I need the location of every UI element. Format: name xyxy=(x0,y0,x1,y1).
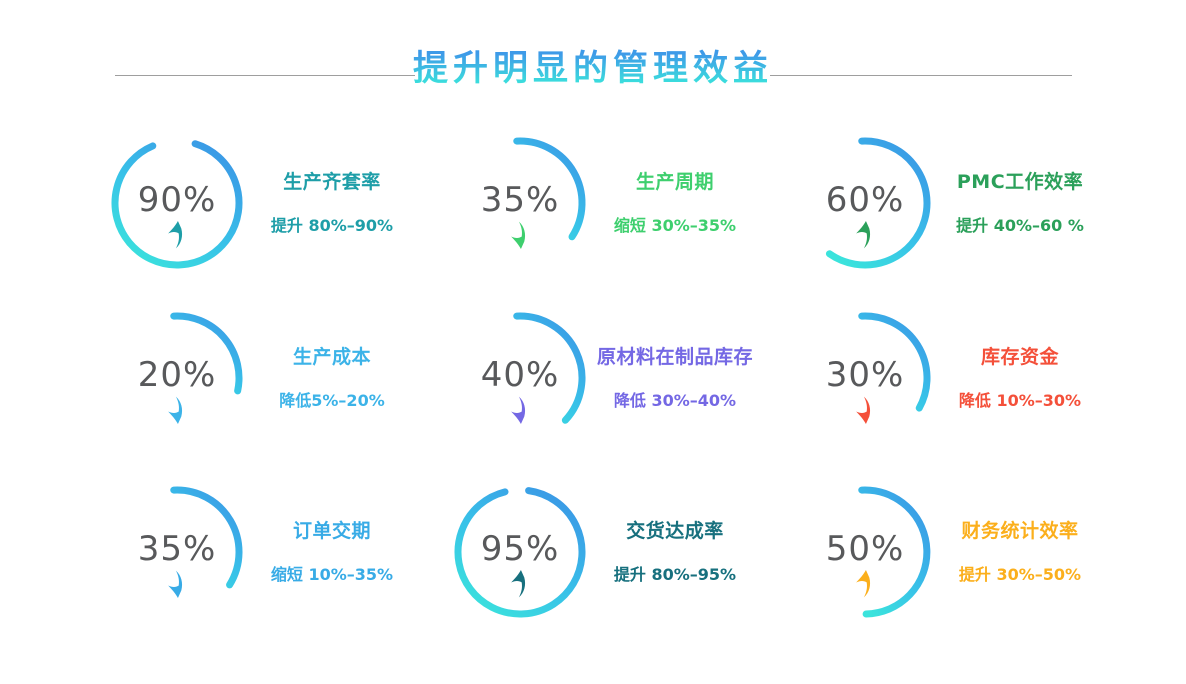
metric-change-label: 提升 30%–50% xyxy=(958,565,1082,584)
metric-change-label: 提升 80%–90% xyxy=(270,216,394,235)
gauge-arc xyxy=(858,312,931,412)
gauge-text-block: 生产成本 降低5%–20% xyxy=(247,308,417,448)
metric-gauge-item: 20% 生产成本 降低5%–20% xyxy=(107,308,437,448)
metric-label: 生产成本 xyxy=(292,346,371,368)
gauge-percent-value: 95% xyxy=(480,529,560,569)
gauge-percent-value: 20% xyxy=(137,355,217,395)
metric-gauge-item: 95% 交货达成率 提升 80%–95% xyxy=(450,482,780,622)
metric-change-label: 缩短 30%–35% xyxy=(613,216,737,235)
metric-label: 生产齐套率 xyxy=(283,171,381,193)
gauge-text-block: 生产齐套率 提升 80%–90% xyxy=(247,133,417,273)
trend-up-arrow-icon xyxy=(856,570,871,598)
metric-gauge-item: 35% 订单交期 缩短 10%–35% xyxy=(107,482,437,622)
gauge-ring-chart: 40% xyxy=(450,308,590,448)
metric-gauge-item: 30% 库存资金 降低 10%–30% xyxy=(795,308,1125,448)
gauge-percent-value: 35% xyxy=(480,180,560,220)
gauge-arc xyxy=(513,137,586,241)
metric-label: 原材料在制品库存 xyxy=(596,346,753,368)
gauge-text-block: PMC工作效率 提升 40%–60 % xyxy=(935,133,1105,273)
gauge-percent-value: 40% xyxy=(480,355,560,395)
gauge-percent-value: 35% xyxy=(137,529,217,569)
gauge-ring-chart: 50% xyxy=(795,482,935,622)
trend-down-arrow-icon xyxy=(511,221,526,249)
metric-label: 订单交期 xyxy=(292,520,371,542)
metric-change-label: 提升 80%–95% xyxy=(613,565,737,584)
metric-change-label: 降低 30%–40% xyxy=(613,391,737,410)
gauge-text-block: 财务统计效率 提升 30%–50% xyxy=(935,482,1105,622)
gauge-ring-chart: 35% xyxy=(107,482,247,622)
metric-gauge-item: 40% 原材料在制品库存 降低 30%–40% xyxy=(450,308,780,448)
trend-up-arrow-icon xyxy=(856,221,871,249)
gauge-ring-chart: 35% xyxy=(450,133,590,273)
trend-down-arrow-icon xyxy=(856,396,871,424)
metric-gauge-item: 50% 财务统计效率 提升 30%–50% xyxy=(795,482,1125,622)
gauge-ring-chart: 30% xyxy=(795,308,935,448)
gauge-arc xyxy=(454,487,586,618)
metric-gauge-item: 60% PMC工作效率 提升 40%–60 % xyxy=(795,133,1125,273)
metric-change-label: 缩短 10%–35% xyxy=(270,565,394,584)
gauge-text-block: 交货达成率 提升 80%–95% xyxy=(590,482,760,622)
metric-gauge-item: 35% 生产周期 缩短 30%–35% xyxy=(450,133,780,273)
title-divider-left xyxy=(115,75,415,76)
gauge-text-block: 生产周期 缩短 30%–35% xyxy=(590,133,760,273)
gauge-arc xyxy=(170,312,243,395)
gauge-arc xyxy=(825,137,931,269)
gauge-text-block: 库存资金 降低 10%–30% xyxy=(935,308,1105,448)
gauge-arc xyxy=(513,312,586,424)
gauge-ring-chart: 20% xyxy=(107,308,247,448)
gauge-text-block: 原材料在制品库存 降低 30%–40% xyxy=(590,308,760,448)
metric-change-label: 降低 10%–30% xyxy=(958,391,1082,410)
trend-up-arrow-icon xyxy=(168,221,183,249)
gauge-arc xyxy=(111,140,243,269)
trend-up-arrow-icon xyxy=(511,570,526,598)
metric-change-label: 提升 40%–60 % xyxy=(956,216,1084,235)
metric-change-label: 降低5%–20% xyxy=(279,391,385,410)
metric-label: 库存资金 xyxy=(980,346,1059,368)
gauge-ring-chart: 90% xyxy=(107,133,247,273)
metric-label: PMC工作效率 xyxy=(956,171,1084,193)
gauge-text-block: 订单交期 缩短 10%–35% xyxy=(247,482,417,622)
trend-down-arrow-icon xyxy=(511,396,526,424)
page-title: 提升明显的管理效益 xyxy=(0,49,1186,89)
gauge-arc xyxy=(170,486,243,589)
metric-label: 财务统计效率 xyxy=(961,520,1079,542)
gauge-ring-chart: 60% xyxy=(795,133,935,273)
gauge-percent-value: 30% xyxy=(825,355,905,395)
metric-label: 生产周期 xyxy=(635,171,714,193)
metric-label: 交货达成率 xyxy=(626,520,724,542)
metric-gauge-item: 90% 生产齐套率 提升 80%–90% xyxy=(107,133,437,273)
gauge-arc xyxy=(858,486,931,618)
gauge-percent-value: 60% xyxy=(825,180,905,220)
trend-down-arrow-icon xyxy=(168,396,183,424)
gauge-ring-chart: 95% xyxy=(450,482,590,622)
title-divider-right xyxy=(770,75,1072,76)
gauge-percent-value: 90% xyxy=(137,180,217,220)
trend-down-arrow-icon xyxy=(168,570,183,598)
gauge-percent-value: 50% xyxy=(825,529,905,569)
